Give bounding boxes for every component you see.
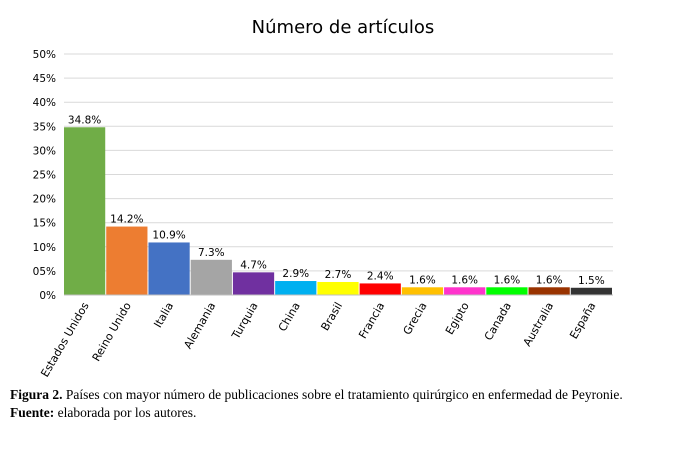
figure-text: Países con mayor número de publicaciones… (62, 387, 623, 402)
data-label: 1.6% (451, 274, 478, 286)
y-tick-label: 35% (33, 121, 56, 133)
data-label: 1.6% (409, 274, 436, 286)
x-tick-label: Estados Unidos (38, 300, 91, 380)
bar (401, 287, 444, 295)
x-tick-label: Italia (151, 300, 176, 330)
y-tick-label: 15% (33, 218, 56, 230)
x-tick-label: España (567, 300, 598, 341)
source-line: Fuente: elaborada por los autores. (10, 404, 670, 422)
bar (486, 287, 528, 295)
y-tick-label: 50% (33, 49, 56, 61)
bar (106, 226, 148, 295)
data-label: 10.9% (152, 229, 185, 241)
x-tick-label: Egipto (443, 300, 472, 337)
y-tick-label: 25% (33, 170, 56, 182)
x-tick-label: China (276, 300, 303, 334)
data-label: 4.7% (240, 259, 267, 271)
y-tick-label: 10% (33, 242, 56, 254)
source-label: Fuente: (10, 405, 55, 420)
data-label: 14.2% (110, 214, 143, 226)
data-label: 2.7% (325, 269, 352, 281)
data-label: 34.8% (68, 114, 101, 126)
data-label: 1.6% (494, 274, 521, 286)
x-tick-label: Turquia (229, 300, 261, 342)
y-tick-label: 40% (33, 97, 56, 109)
x-tick-label: Reino Unido (90, 300, 134, 364)
figure-caption-line: Figura 2. Países con mayor número de pub… (10, 386, 670, 404)
bar (148, 242, 190, 295)
figure-caption: Figura 2. Países con mayor número de pub… (10, 386, 670, 422)
figure-label: Figura 2. (10, 387, 63, 402)
x-tick-label: Australia (521, 300, 557, 349)
data-label: 2.9% (282, 268, 309, 280)
bar-chart: Número de artículos 0% 05% 10% 15% 20% 25% 30%… (33, 17, 613, 380)
chart-title: Número de artículos (252, 17, 435, 38)
y-tick-label: 20% (33, 194, 56, 206)
x-tick-label: Canada (482, 300, 514, 343)
x-tick-label: Francia (356, 300, 387, 341)
data-label: 2.4% (367, 270, 394, 282)
y-tick-label: 30% (33, 145, 56, 157)
y-axis-ticks: 0% 05% 10% 15% 20% 25% 30% 35% 40% 45% 50% (33, 49, 56, 302)
data-label: 1.5% (578, 275, 605, 287)
y-tick-label: 45% (33, 73, 56, 85)
bar (444, 287, 486, 295)
y-tick-label: 05% (33, 266, 56, 278)
bar (64, 127, 106, 295)
bar (570, 287, 612, 295)
x-tick-label: Alemania (181, 300, 218, 351)
x-tick-label: Brasil (319, 300, 346, 333)
bars (64, 127, 612, 295)
data-labels: 34.8% 14.2% 10.9% 7.3% 4.7% 2.9% 2.7% 2.4% 1.6% 1… (68, 114, 605, 287)
bar (359, 283, 401, 295)
bar (275, 281, 317, 295)
data-label: 7.3% (198, 247, 225, 259)
bar (528, 287, 570, 295)
source-text: elaborada por los autores. (54, 405, 197, 420)
data-label: 1.6% (536, 274, 563, 286)
bar (232, 272, 275, 295)
y-tick-label: 0% (39, 290, 56, 302)
bar (190, 259, 232, 295)
bar (317, 281, 359, 295)
x-tick-label: Grecia (401, 300, 430, 337)
